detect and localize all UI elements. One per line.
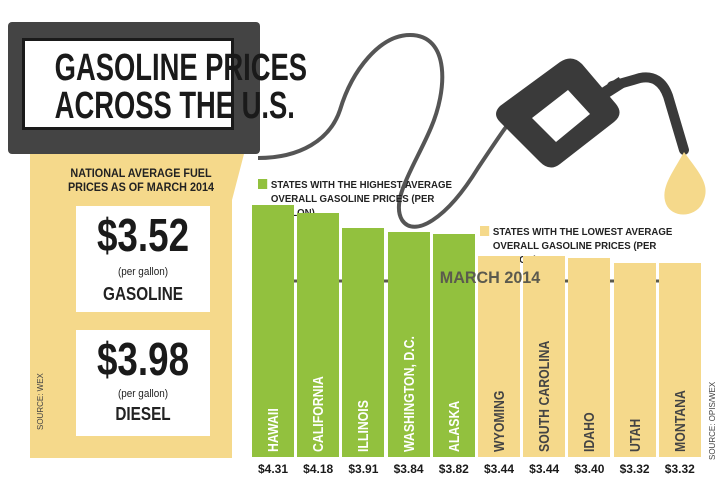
title-line-2: ACROSS THE U.S. — [54, 85, 295, 127]
value-label: $3.40 — [574, 462, 605, 476]
bar-illinois — [342, 228, 385, 457]
month-annotation: MARCH 2014 — [439, 268, 541, 287]
state-label: IDAHO — [581, 412, 599, 452]
bar-wyoming — [478, 255, 520, 457]
national-average-heading: NATIONAL AVERAGE FUEL PRICES AS OF MARCH… — [67, 166, 215, 194]
title-box: GASOLINE PRICES ACROSS THE U.S. — [22, 38, 308, 130]
gasoline-price: $3.52 — [96, 209, 190, 261]
state-label: MONTANA — [671, 390, 689, 452]
bar-hawaii — [252, 205, 294, 457]
diesel-price: $3.98 — [96, 333, 190, 385]
value-label: $3.44 — [483, 462, 515, 476]
state-label: WYOMING — [491, 390, 508, 453]
bar-utah — [613, 262, 656, 457]
bar-california — [297, 212, 340, 457]
legend-high-label: STATES WITH THE HIGHEST AVERAGE OVERALL … — [270, 179, 452, 219]
state-label: UTAH — [626, 418, 644, 452]
diesel-label: DIESEL — [115, 404, 171, 424]
gas-nozzle-icon — [496, 58, 689, 168]
title-line-1: GASOLINE PRICES — [54, 47, 308, 89]
legend-high-swatch — [258, 179, 268, 189]
value-label: $3.82 — [438, 462, 469, 476]
value-label: $3.32 — [664, 462, 695, 476]
state-label: ALASKA — [445, 400, 463, 452]
state-label: ILLINOIS — [355, 400, 373, 452]
gasoline-label: GASOLINE — [103, 284, 183, 304]
value-label: $3.91 — [348, 462, 379, 476]
diesel-unit: (per gallon) — [117, 388, 169, 400]
source-right: SOURCE: OPIS/WEX — [708, 381, 717, 460]
state-label: SOUTH CAROLINA — [536, 340, 554, 452]
value-label: $4.18 — [303, 462, 334, 476]
legend-low-swatch — [480, 226, 490, 236]
bar-alaska — [432, 233, 475, 457]
state-label: HAWAII — [265, 408, 282, 452]
hose — [257, 32, 522, 229]
bar-montana — [658, 262, 701, 457]
bar-south-carolina — [523, 255, 566, 457]
value-label: $4.31 — [257, 462, 289, 476]
gasoline-price-box: $3.52 (per gallon) GASOLINE — [76, 206, 210, 312]
source-left: SOURCE: WEX — [36, 373, 45, 430]
legend-high: STATES WITH THE HIGHEST AVERAGE OVERALL … — [258, 178, 479, 220]
value-label: $3.32 — [619, 462, 650, 476]
value-label: $3.84 — [393, 462, 424, 476]
fuel-drop-icon — [664, 152, 706, 215]
diesel-price-box: $3.98 (per gallon) DIESEL — [76, 330, 210, 436]
state-label: CALIFORNIA — [310, 376, 328, 452]
value-label: $3.44 — [529, 462, 560, 476]
bar-idaho — [568, 258, 611, 457]
gasoline-unit: (per gallon) — [117, 266, 169, 278]
bar-washington-d-c — [387, 232, 430, 457]
state-label: WASHINGTON, D.C. — [400, 336, 418, 452]
